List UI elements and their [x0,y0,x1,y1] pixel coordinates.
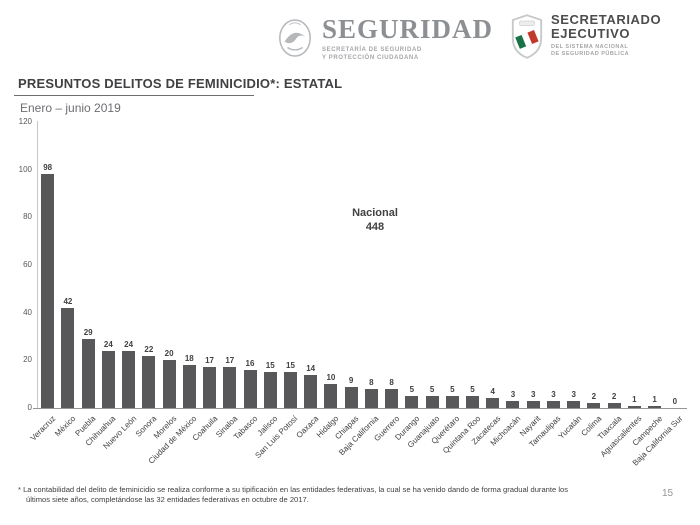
bar-value-label: 29 [83,327,93,337]
bar-Veracruz [41,174,55,408]
footnote: * La contabilidad del delito de feminici… [18,485,670,505]
bar-Quintana Roo [466,396,480,408]
bar-value-label: 17 [225,356,235,366]
bar-value-label: 8 [369,377,374,387]
bar-value-label: 14 [306,363,316,373]
bar-value-label: 3 [571,389,576,399]
bar-value-label: 2 [611,392,617,402]
secretariado-logo: SECRETARIADO EJECUTIVO DEL SISTEMA NACIO… [510,13,661,61]
bar-value-label: 2 [591,392,597,402]
bar-Baja California [364,388,378,408]
bar-value-label: 15 [286,361,295,371]
bar-Oaxaca [304,374,318,408]
bar-Guanajuato [425,396,439,408]
secretariado-title-2: EJECUTIVO [551,26,631,41]
bar-value-label: 16 [245,358,255,368]
bar-Durango [405,396,419,408]
bar-value-label: 3 [510,389,516,399]
bar-value-label: 10 [326,373,336,383]
title-underline [14,95,254,96]
y-axis-tick-label: 20 [23,355,32,365]
bar-value-label: 98 [43,163,53,173]
bar-value-label: 5 [409,385,415,395]
eagle-emblem-icon [279,19,311,57]
page-subtitle: Enero – junio 2019 [20,101,121,115]
bar-Tamaulipas [546,400,560,408]
page-title: PRESUNTOS DELITOS DE FEMINICIDIO*: ESTAT… [18,76,343,91]
shield-flag-icon [511,14,543,59]
bar-Michoacán [506,400,520,408]
y-axis-tick-label: 80 [23,212,32,222]
bar-Chiapas [344,386,358,408]
seguridad-subtitle-1: SECRETARÍA DE SEGURIDAD [322,47,422,53]
bar-Chihuahua [101,350,115,408]
bar-value-label: 22 [144,344,154,354]
y-axis-tick-label: 40 [23,307,32,317]
bar-value-label: 8 [389,377,394,387]
bar-value-label: 5 [470,385,475,395]
bar-Sinaloa [223,367,237,408]
y-axis-line [37,121,38,408]
bar-Tlaxcala [607,403,621,408]
bar-value-label: 17 [205,356,214,366]
bar-Colima [587,403,601,408]
bar-value-label: 24 [124,339,134,349]
bar-value-label: 24 [103,339,113,349]
x-axis-line [33,408,687,409]
seguridad-wordmark: SEGURIDAD [322,14,494,44]
bar-Tabasco [243,369,257,408]
bar-Nayarit [526,400,540,408]
secretariado-subtitle-2: DE SEGURIDAD PÚBLICA [551,51,630,57]
bar-value-label: 18 [184,354,194,364]
bar-value-label: 0 [672,397,678,406]
bar-value-label: 15 [265,361,275,371]
y-axis-tick-label: 60 [23,260,32,269]
bar-Jalisco [263,372,277,408]
bar-value-label: 3 [551,389,556,399]
bar-Guerrero [385,388,399,408]
bar-value-label: 42 [63,296,73,306]
seguridad-subtitle-2: Y PROTECCIÓN CIUDADANA [322,55,419,61]
bar-San Luis Potosí [283,372,297,408]
bar-Ciudad de México [182,365,196,408]
bar-Hidalgo [324,384,338,408]
seguridad-logo: SEGURIDAD SECRETARÍA DE SEGURIDAD Y PROT… [276,14,493,62]
bar-value-label: 5 [450,385,455,395]
bar-Puebla [81,338,95,408]
bar-Sonora [142,355,156,408]
bar-Aguascalientes [627,405,641,408]
national-total-label: Nacional [352,207,398,219]
bar-Zacatecas [486,398,500,408]
bar-Morelos [162,360,176,408]
bar-value-label: 4 [490,387,495,397]
secretariado-subtitle-1: DEL SISTEMA NACIONAL [551,44,629,50]
bar-value-label: 5 [429,385,435,395]
y-axis-tick-label: 100 [18,164,32,174]
bar-Nuevo León [122,350,136,408]
bar-value-label: 1 [632,394,637,404]
y-axis-tick-label: 120 [18,117,32,126]
bar-Campeche [648,405,662,408]
bar-value-label: 20 [164,349,174,359]
y-axis-tick-label: 0 [27,403,32,412]
footnote-line-2: últimos siete años, completándose las 32… [26,495,309,504]
national-total-annotation: Nacional 448 [322,206,428,234]
bar-Coahuila [203,367,217,408]
secretariado-title-1: SECRETARIADO [551,12,662,27]
footnote-line-1: * La contabilidad del delito de feminici… [18,485,569,494]
bar-value-label: 9 [348,375,354,385]
page-number: 15 [662,488,674,499]
bar-value-label: 3 [530,389,536,399]
national-total-value: 448 [365,221,385,233]
bar-México [61,307,75,408]
bar-value-label: 1 [652,394,657,404]
bar-Yucatán [567,400,581,408]
bar-Querétaro [445,396,459,408]
